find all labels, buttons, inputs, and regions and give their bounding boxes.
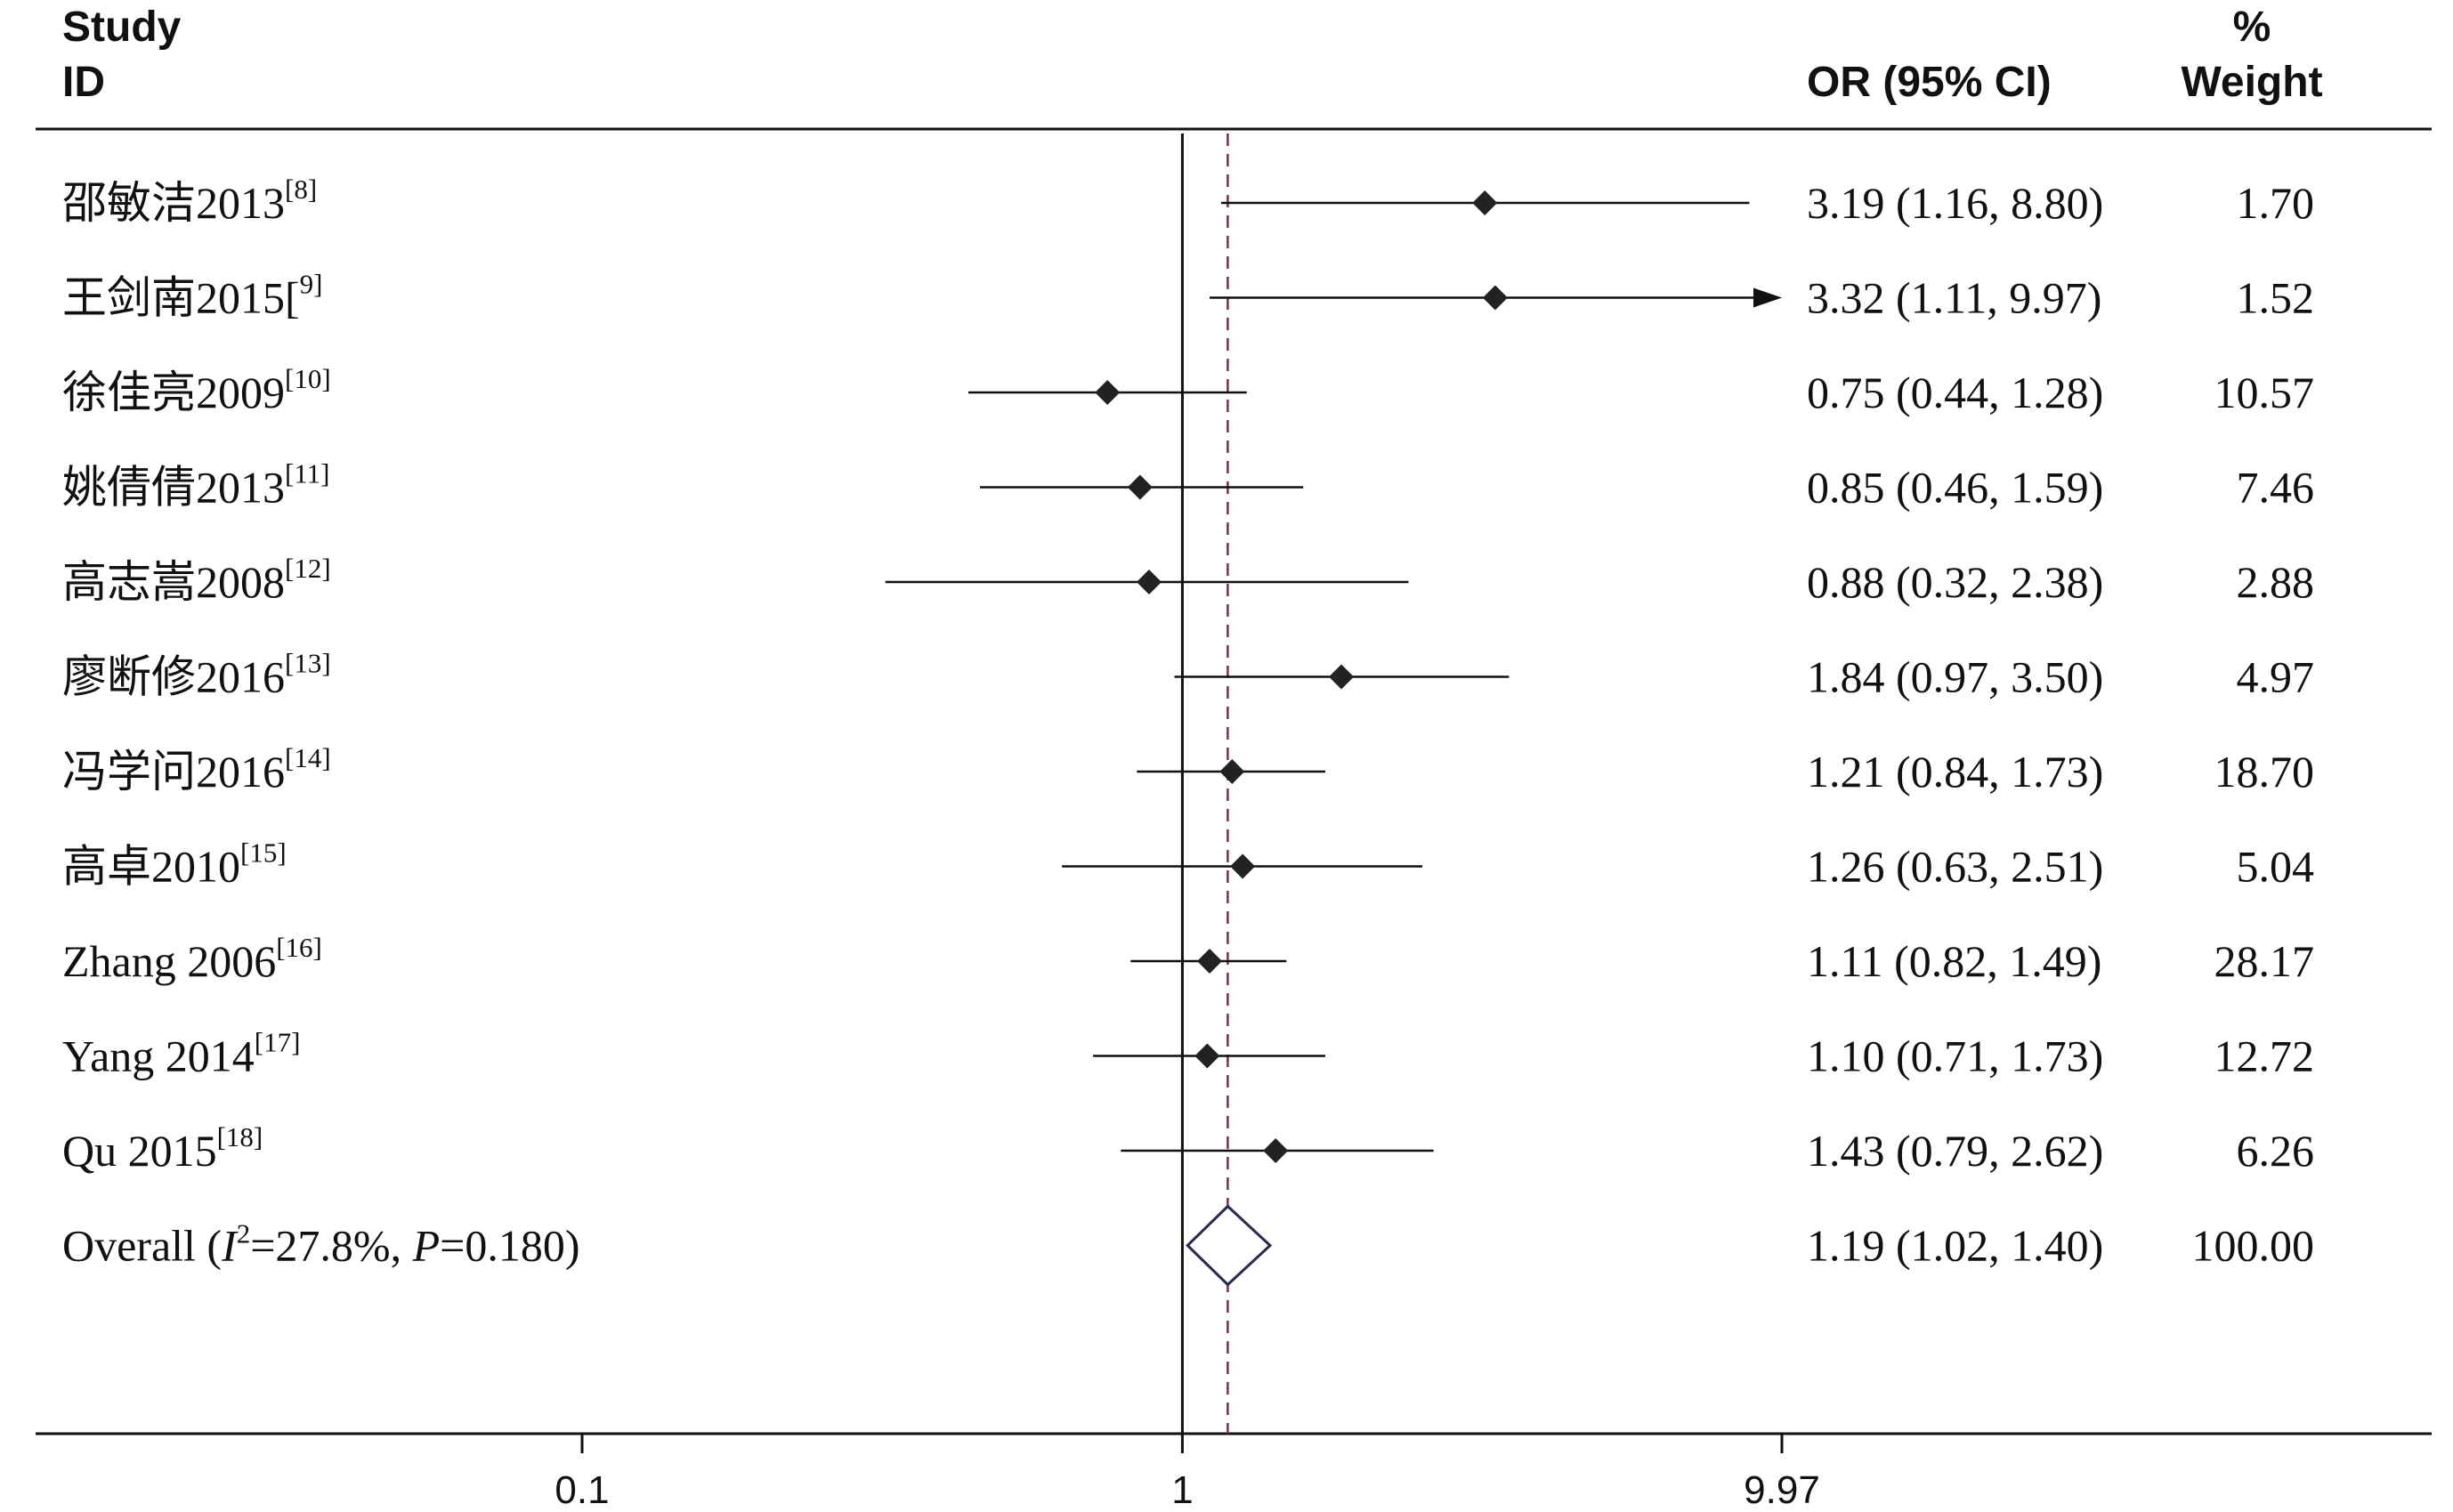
- study-reference: [16]: [276, 932, 322, 963]
- ci-arrow: [1753, 287, 1782, 308]
- study-reference: [12]: [285, 553, 331, 584]
- weight-value: 10.57: [2214, 368, 2315, 417]
- study-name: 姚倩倩2013: [62, 463, 285, 513]
- or-ci-value: 1.10 (0.71, 1.73): [1807, 1031, 2103, 1081]
- point-estimate: [1472, 190, 1498, 215]
- study-row: 廖断修2016[13] 1.84 (0.97, 3.50) 4.97: [62, 648, 2314, 702]
- weight-value: 4.97: [2237, 652, 2315, 702]
- study-row: 徐佳亮2009[10] 0.75 (0.44, 1.28) 10.57: [62, 363, 2314, 417]
- study-row: 高卓2010[15] 1.26 (0.63, 2.51) 5.04: [62, 837, 2314, 892]
- point-estimate: [1136, 570, 1162, 594]
- study-name: Zhang 2006: [62, 936, 276, 986]
- study-label: 廖断修2016[13]: [62, 648, 331, 702]
- weight-value: 6.26: [2237, 1126, 2315, 1176]
- study-row: Zhang 2006[16] 1.11 (0.82, 1.49) 28.17: [62, 932, 2314, 986]
- study-name: 高卓2010: [62, 842, 240, 892]
- weight-value: 2.88: [2237, 557, 2315, 607]
- overall-row: Overall (I2=27.8%, P=0.180) 1.19 (1.02, 1…: [62, 1204, 2315, 1287]
- study-rows: 邵敏洁2013[8] 3.19 (1.16, 8.80) 1.70 王剑南2015[9…: [62, 174, 2314, 1176]
- weight-value: 5.04: [2237, 842, 2315, 892]
- or-ci-value: 1.26 (0.63, 2.51): [1807, 842, 2103, 892]
- study-row: 姚倩倩2013[11] 0.85 (0.46, 1.59) 7.46: [62, 458, 2314, 513]
- header-or-ci: OR (95% CI): [1807, 59, 2052, 106]
- header-id: ID: [62, 59, 105, 106]
- study-label: Yang 2014[17]: [62, 1027, 300, 1081]
- weight-value: 1.52: [2237, 273, 2315, 323]
- or-ci-value: 3.19 (1.16, 8.80): [1807, 178, 2103, 228]
- point-estimate: [1127, 474, 1153, 500]
- x-tick-label: 9.97: [1744, 1468, 1820, 1512]
- study-label: Qu 2015[18]: [62, 1121, 263, 1176]
- header-weight-percent: %: [2233, 4, 2271, 51]
- study-reference: [10]: [285, 363, 331, 394]
- study-reference: [15]: [240, 837, 287, 869]
- or-ci-value: 1.11 (0.82, 1.49): [1807, 936, 2101, 986]
- weight-value: 18.70: [2214, 747, 2315, 796]
- or-ci-value: 1.84 (0.97, 3.50): [1807, 652, 2103, 702]
- study-row: 高志嵩2008[12] 0.88 (0.32, 2.38) 2.88: [62, 553, 2314, 607]
- study-name: 王剑南2015[: [62, 273, 300, 323]
- study-name: Yang 2014: [62, 1031, 255, 1081]
- study-row: Qu 2015[18] 1.43 (0.79, 2.62) 6.26: [62, 1121, 2314, 1176]
- study-label: 冯学问2016[14]: [62, 742, 331, 796]
- study-row: 王剑南2015[9] 3.32 (1.11, 9.97) 1.52: [62, 269, 2314, 323]
- weight-value: 7.46: [2237, 463, 2315, 513]
- or-ci-value: 0.85 (0.46, 1.59): [1807, 463, 2103, 513]
- header-study: Study: [62, 4, 182, 51]
- study-label: 王剑南2015[9]: [62, 269, 322, 323]
- point-estimate: [1230, 853, 1256, 879]
- study-reference: [14]: [285, 742, 331, 773]
- study-reference: 9]: [300, 269, 323, 300]
- study-reference: [8]: [285, 174, 317, 205]
- study-label: 邵敏洁2013[8]: [62, 174, 317, 228]
- x-axis-ticks: 0.1 1 9.97: [555, 1434, 1820, 1512]
- study-label: 姚倩倩2013[11]: [62, 458, 330, 513]
- study-label: 高卓2010[15]: [62, 837, 287, 892]
- point-estimate: [1194, 1043, 1220, 1069]
- overall-or-ci-value: 1.19 (1.02, 1.40): [1807, 1221, 2103, 1271]
- x-tick-label: 0.1: [555, 1468, 609, 1512]
- study-reference: [11]: [285, 458, 330, 489]
- point-estimate: [1197, 949, 1223, 974]
- study-name: 邵敏洁2013: [62, 178, 285, 228]
- study-label: 高志嵩2008[12]: [62, 553, 331, 607]
- study-name: 徐佳亮2009: [62, 368, 285, 417]
- overall-label: Overall (I2=27.8%, P=0.180): [62, 1218, 580, 1271]
- point-estimate: [1329, 664, 1355, 690]
- point-estimate: [1482, 285, 1508, 311]
- study-label: 徐佳亮2009[10]: [62, 363, 331, 417]
- or-ci-value: 1.21 (0.84, 1.73): [1807, 747, 2103, 796]
- or-ci-value: 0.88 (0.32, 2.38): [1807, 557, 2103, 607]
- point-estimate: [1095, 380, 1121, 405]
- study-row: 冯学问2016[14] 1.21 (0.84, 1.73) 18.70: [62, 742, 2314, 796]
- study-name: 高志嵩2008: [62, 557, 285, 607]
- study-row: 邵敏洁2013[8] 3.19 (1.16, 8.80) 1.70: [62, 174, 2314, 228]
- study-name: Qu 2015: [62, 1126, 217, 1176]
- overall-weight-value: 100.00: [2192, 1221, 2315, 1271]
- or-ci-value: 0.75 (0.44, 1.28): [1807, 368, 2103, 417]
- x-tick-label: 1: [1171, 1468, 1193, 1512]
- weight-value: 12.72: [2214, 1031, 2315, 1081]
- study-name: 廖断修2016: [62, 652, 285, 702]
- header-weight: Weight: [2181, 59, 2322, 106]
- weight-value: 28.17: [2214, 936, 2315, 986]
- or-ci-value: 3.32 (1.11, 9.97): [1807, 273, 2101, 323]
- weight-value: 1.70: [2237, 178, 2315, 228]
- or-ci-value: 1.43 (0.79, 2.62): [1807, 1126, 2103, 1176]
- study-row: Yang 2014[17] 1.10 (0.71, 1.73) 12.72: [62, 1027, 2314, 1081]
- reference-lines: [1180, 133, 1229, 1434]
- study-name: 冯学问2016: [62, 747, 285, 796]
- point-estimate: [1263, 1138, 1289, 1163]
- study-label: Zhang 2006[16]: [62, 932, 322, 986]
- overall-diamond: [1186, 1204, 1273, 1287]
- study-reference: [13]: [285, 648, 331, 679]
- point-estimate: [1219, 759, 1245, 784]
- study-reference: [17]: [255, 1027, 301, 1058]
- study-reference: [18]: [217, 1121, 263, 1152]
